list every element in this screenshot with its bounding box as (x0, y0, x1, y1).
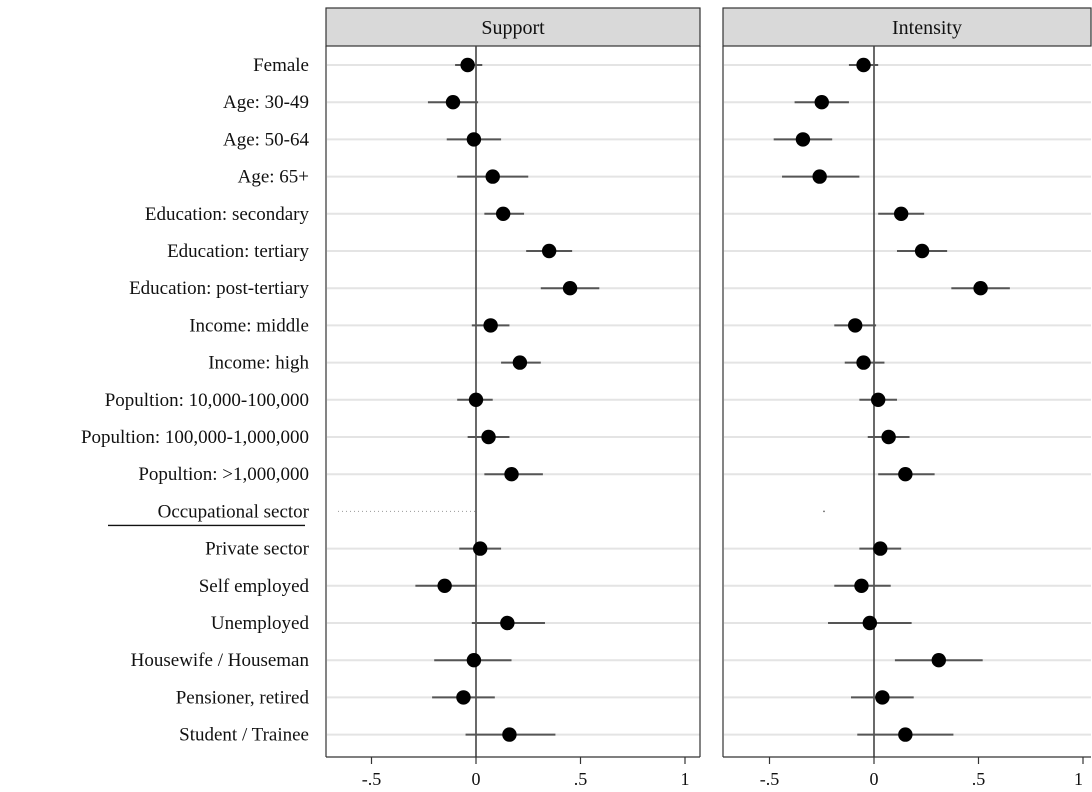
panel-title: Support (481, 17, 545, 39)
category-label: Income: middle (189, 315, 309, 336)
point-marker (485, 169, 500, 184)
category-label: Popultion: >1,000,000 (138, 464, 309, 485)
point-marker (562, 281, 578, 296)
category-label: Pensioner, retired (176, 687, 310, 708)
point-marker (466, 132, 482, 147)
point-marker (445, 95, 461, 110)
point-marker (512, 355, 528, 370)
x-tick-label: 1 (681, 769, 690, 789)
panel-header (325, 7, 701, 47)
x-tick-label: .5 (972, 769, 986, 789)
point-marker (856, 57, 871, 73)
x-tick-label: -.5 (760, 769, 780, 789)
category-label: Private sector (205, 539, 310, 560)
category-label: Education: tertiary (167, 241, 309, 262)
category-label: Age: 50-64 (223, 129, 310, 150)
point-marker (466, 653, 482, 668)
point-marker (472, 541, 488, 556)
category-label: Age: 65+ (238, 167, 309, 188)
point-marker (502, 727, 517, 742)
point-marker (541, 243, 557, 259)
point-marker (795, 132, 811, 147)
x-tick-label: .5 (574, 769, 588, 789)
category-label: Education: post-tertiary (129, 278, 309, 299)
category-label: Unemployed (211, 613, 310, 634)
point-marker (500, 615, 515, 631)
x-tick-label: 1 (1074, 769, 1083, 789)
category-label: Popultion: 10,000-100,000 (105, 390, 309, 411)
point-marker (847, 318, 863, 333)
panel-title: Intensity (892, 17, 962, 39)
category-label: Self employed (199, 576, 310, 597)
point-marker (931, 653, 946, 668)
point-marker (898, 467, 913, 482)
header-dot (823, 510, 825, 513)
point-marker (862, 615, 878, 631)
category-label: Education: secondary (145, 204, 310, 225)
x-tick-label: 0 (870, 769, 879, 789)
category-label: Housewife / Houseman (131, 650, 310, 671)
category-label: Age: 30-49 (223, 92, 309, 113)
point-marker (973, 281, 988, 296)
category-label: Income: high (208, 353, 309, 374)
point-marker (814, 95, 829, 110)
point-marker (437, 578, 452, 593)
panel-header (722, 7, 1092, 47)
category-label: Female (253, 55, 309, 76)
point-marker (875, 690, 890, 705)
point-marker (856, 355, 871, 370)
point-marker (456, 690, 471, 705)
point-marker (495, 206, 511, 221)
point-marker (914, 243, 930, 259)
point-marker (812, 169, 827, 184)
point-marker (898, 727, 913, 742)
category-label: Occupational sector (158, 501, 310, 522)
category-label: Popultion: 100,000-1,000,000 (81, 427, 309, 448)
point-marker (481, 429, 496, 445)
point-marker (854, 578, 869, 593)
point-marker (468, 392, 484, 407)
point-marker (881, 429, 896, 445)
point-marker (873, 541, 888, 556)
x-tick-label: -.5 (362, 769, 382, 789)
point-marker (483, 318, 498, 333)
point-marker (504, 467, 519, 482)
point-marker (893, 206, 909, 221)
category-label: Student / Trainee (179, 725, 309, 746)
point-marker (460, 57, 475, 73)
x-tick-label: 0 (472, 769, 481, 789)
point-marker (870, 392, 886, 407)
